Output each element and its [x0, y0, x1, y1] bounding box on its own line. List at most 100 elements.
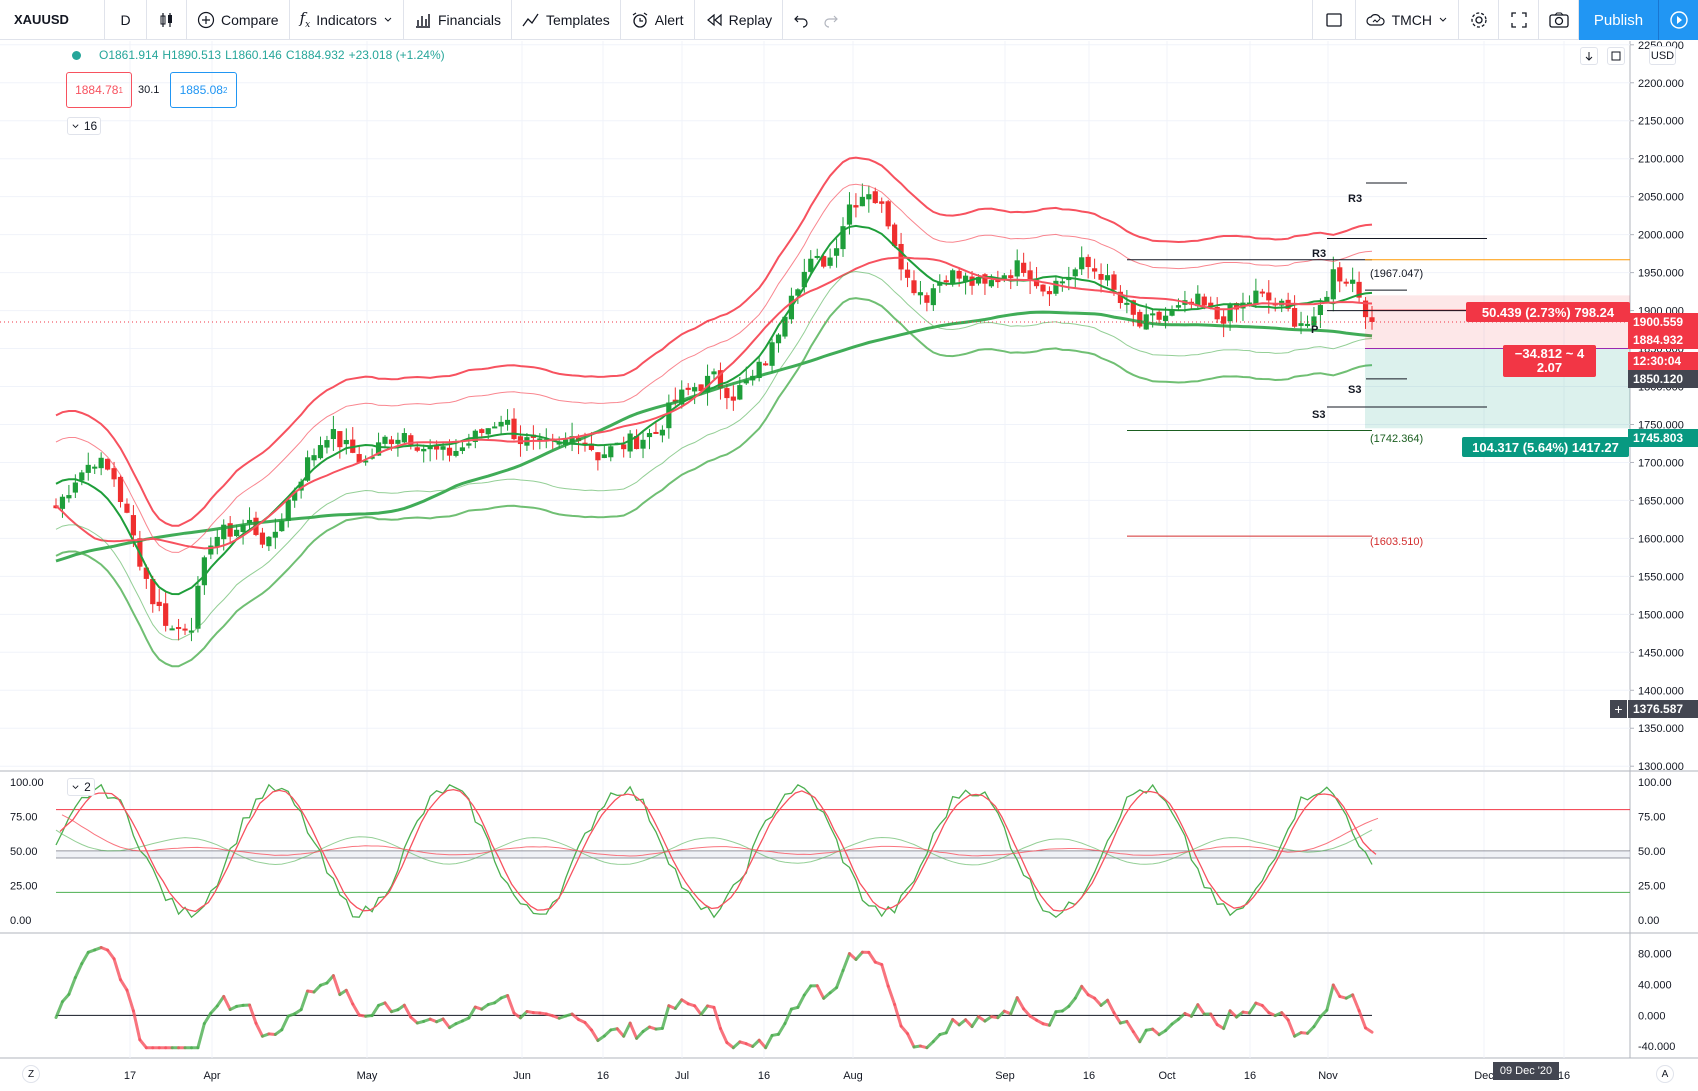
momentum-segment: [944, 1017, 955, 1035]
momentum-segment: [383, 1001, 393, 1014]
publish-menu-button[interactable]: [1658, 0, 1698, 40]
momentum-segment: [1351, 993, 1361, 1013]
time-tick-label: 16: [597, 1070, 609, 1082]
alert-button[interactable]: Alert: [621, 0, 695, 40]
scroll-down-button[interactable]: [1580, 47, 1598, 65]
momentum-segment: [209, 1004, 219, 1015]
momentum-segment: [67, 976, 77, 996]
candle-body: [924, 295, 930, 303]
candle-body: [1021, 262, 1027, 273]
candle-body: [1175, 305, 1182, 308]
momentum-segment: [783, 1007, 793, 1026]
momentum-segment: [54, 1000, 64, 1020]
osc-indicators-toggle[interactable]: 2: [67, 778, 95, 796]
candle-body: [1221, 316, 1227, 324]
chart-canvas[interactable]: 2250.000 2200.000 2150.000 2100.000 2050.000…: [0, 40, 1698, 1091]
candle-body: [1092, 268, 1098, 272]
symbol-search[interactable]: XAUUSD: [0, 0, 105, 40]
maximize-pane-button[interactable]: [1607, 47, 1625, 65]
redo-icon[interactable]: [823, 12, 839, 28]
fullscreen-rect-button[interactable]: [1311, 0, 1356, 40]
publish-button[interactable]: Publish: [1579, 0, 1658, 40]
main-indicators-toggle[interactable]: 16: [67, 117, 101, 135]
candle-body: [401, 433, 407, 443]
candle-body: [601, 454, 607, 459]
momentum-segment: [1125, 1019, 1135, 1034]
candle-body: [369, 456, 375, 459]
momentum-segment: [125, 988, 135, 1013]
main-indicator-count: 16: [83, 119, 98, 133]
candle-body: [356, 454, 362, 463]
oscillator-pane: [55, 783, 1630, 919]
templates-button[interactable]: Templates: [512, 0, 621, 40]
price-tick-label: 1750.000: [1638, 419, 1684, 431]
candle-body: [1098, 274, 1104, 280]
ohlc-legend: O1861.914 H1890.513 L1860.146 C1884.932 …: [72, 48, 445, 62]
candle-body: [1033, 279, 1040, 287]
sell-button[interactable]: 1884.78 1: [66, 72, 132, 108]
financials-button[interactable]: Financials: [404, 0, 512, 40]
plus-circle-icon: [197, 11, 215, 28]
momentum-segment: [893, 1003, 903, 1028]
momentum-segment: [583, 1020, 593, 1032]
momentum-segment: [202, 1011, 213, 1025]
camera-icon: [1548, 12, 1569, 28]
candle-body: [872, 191, 878, 204]
snapshot-button[interactable]: [1539, 0, 1579, 40]
layout-button[interactable]: TMCH: [1356, 0, 1459, 40]
fullscreen-button[interactable]: [1499, 0, 1539, 40]
momentum-segment: [589, 1028, 600, 1043]
momentum-segment: [1364, 1026, 1374, 1034]
candle-body: [627, 433, 633, 452]
momentum-segment: [615, 1027, 626, 1038]
price-tag-r1: 1900.559: [1628, 313, 1698, 331]
auto-scale-button[interactable]: A: [1656, 1065, 1674, 1083]
candle-body: [975, 277, 982, 284]
momentum-segment: [1164, 1022, 1174, 1033]
chevron-down-icon: [384, 17, 392, 22]
currency-button[interactable]: USD: [1649, 46, 1676, 65]
ohlc-high: H1890.513: [162, 48, 222, 62]
momentum-segment: [841, 952, 851, 973]
candle-body: [679, 389, 685, 405]
zoom-reset-button[interactable]: Z: [22, 1065, 40, 1083]
cloud-icon: [1365, 13, 1385, 26]
momentum-segment: [518, 1010, 529, 1020]
momentum-segment: [699, 1004, 710, 1016]
add-alert-plus-icon[interactable]: +: [1610, 700, 1627, 718]
indicators-button[interactable]: fx Indicators: [290, 0, 404, 40]
chart-style-button[interactable]: [147, 0, 187, 40]
candle-body: [163, 603, 169, 626]
candle-body: [195, 585, 201, 629]
candle-body: [395, 439, 401, 444]
undo-icon[interactable]: [793, 12, 809, 28]
candle-body: [446, 447, 453, 456]
interval-button[interactable]: D: [105, 0, 147, 40]
replay-button[interactable]: Replay: [695, 0, 784, 40]
templates-icon: [522, 13, 539, 26]
candle-body: [66, 495, 72, 499]
candle-body: [98, 457, 104, 469]
candle-body: [1369, 317, 1375, 322]
candle-body: [588, 443, 595, 450]
candle-body: [85, 464, 91, 473]
momentum-segment: [370, 1003, 381, 1018]
buy-button[interactable]: 1885.08 2: [170, 72, 237, 108]
candle-body: [917, 292, 924, 296]
price-tag-crosshair: 1376.587: [1628, 700, 1698, 718]
macd-tick: 40.000: [1638, 980, 1672, 992]
candle-body: [730, 396, 736, 401]
settings-button[interactable]: [1459, 0, 1499, 40]
momentum-segment: [693, 1004, 703, 1016]
compare-button[interactable]: Compare: [187, 0, 290, 40]
time-tick-label: 17: [124, 1070, 136, 1082]
momentum-segment: [757, 1038, 768, 1050]
momentum-segment: [1209, 1012, 1219, 1027]
macd-tick: 0.000: [1638, 1010, 1666, 1022]
candle-body: [246, 519, 253, 524]
momentum-segment: [1286, 1018, 1297, 1038]
momentum-segment: [73, 962, 84, 980]
candle-body: [646, 432, 653, 438]
candle-body: [1246, 302, 1253, 305]
